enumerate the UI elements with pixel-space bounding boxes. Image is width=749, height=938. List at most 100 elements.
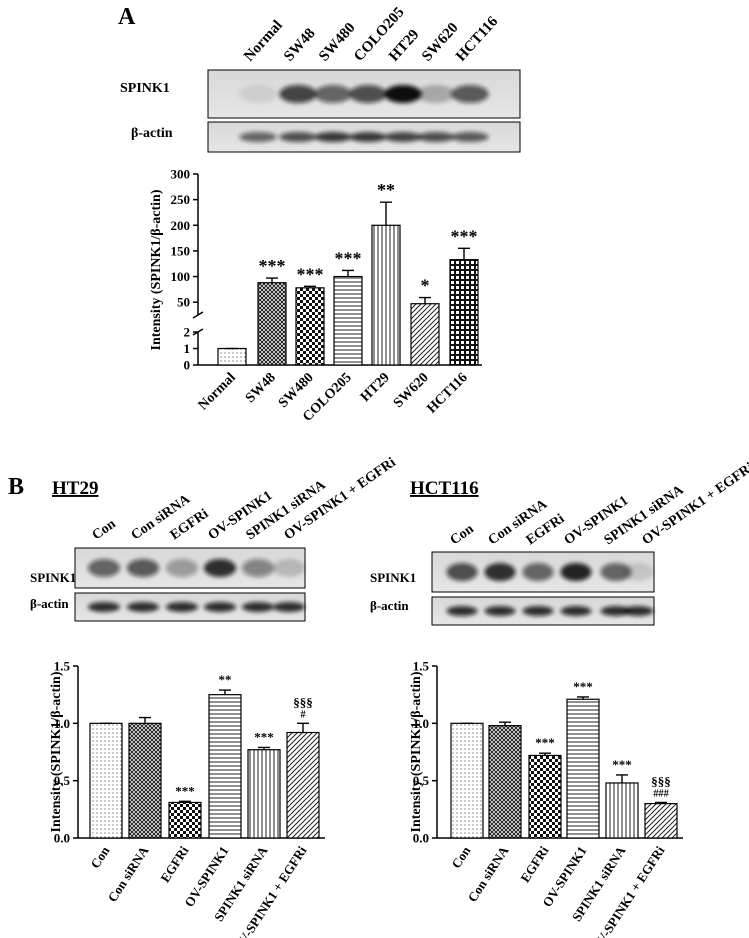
x-tick-label: HCT116 — [424, 370, 470, 416]
y-tick-label: 0.0 — [413, 831, 429, 846]
blot-band — [560, 563, 592, 581]
significance-label: *** — [297, 264, 324, 284]
blot-band — [239, 85, 277, 103]
blot-bands — [87, 602, 306, 612]
y-tick-label: 1 — [184, 341, 191, 356]
bar — [644, 802, 678, 839]
error-bar — [342, 269, 354, 277]
error-bar — [297, 722, 309, 733]
error-bar — [219, 689, 231, 695]
significance-label: §§§ — [651, 774, 671, 789]
blot-band — [522, 606, 554, 616]
error-bar — [539, 752, 551, 756]
bar — [286, 731, 320, 839]
bar — [257, 282, 287, 366]
blot-band — [622, 563, 654, 581]
y-tick-label: 0 — [184, 358, 191, 373]
blot-band — [314, 132, 352, 142]
error-bar — [577, 696, 589, 700]
blot-band — [314, 85, 352, 103]
blot-band — [126, 559, 160, 577]
significance-label: *** — [535, 735, 555, 750]
error-bar — [139, 716, 151, 724]
bar — [89, 722, 123, 839]
error-bar — [616, 774, 628, 783]
x-tick-label: HT29 — [358, 370, 393, 405]
significance-label: *** — [175, 783, 195, 798]
blot-band — [384, 132, 422, 142]
blot-band — [279, 132, 317, 142]
significance-label: ### — [653, 788, 669, 799]
significance-label: *** — [259, 256, 286, 276]
x-tick-label: Normal — [196, 370, 239, 413]
bar — [128, 722, 162, 839]
bar — [449, 259, 479, 366]
error-bar — [458, 247, 470, 260]
blot-band — [279, 85, 317, 103]
significance-label: ** — [377, 180, 395, 200]
panel-label: B — [8, 474, 24, 500]
bar — [333, 275, 363, 366]
y-tick-label: 100 — [171, 269, 191, 284]
y-tick-label: 2 — [184, 325, 191, 340]
blot-band — [446, 606, 478, 616]
y-tick-label: 1.5 — [54, 659, 71, 674]
bar — [605, 782, 639, 839]
y-axis-label: Intensity (SPINK1/β-actin) — [409, 671, 424, 832]
error-bar — [655, 801, 667, 804]
significance-label: *** — [573, 679, 593, 694]
blot-band — [87, 602, 121, 612]
significance-label: ** — [219, 672, 232, 687]
bar — [566, 698, 600, 839]
panel-title: HCT116 — [410, 478, 479, 499]
x-tick-label: EGFRi — [517, 843, 551, 885]
blot-band — [446, 563, 478, 581]
bar — [371, 224, 401, 366]
bar — [410, 303, 440, 366]
y-tick-label: 1.5 — [413, 659, 430, 674]
blot-band — [203, 602, 237, 612]
blot-band — [272, 602, 306, 612]
blot-bands — [239, 85, 489, 103]
significance-label: *** — [612, 757, 632, 772]
blot-band — [203, 559, 237, 577]
x-tick-label: EGFRi — [157, 843, 191, 885]
blot-band — [600, 606, 632, 616]
significance-label: # — [300, 709, 306, 720]
x-tick-label: Con — [87, 843, 113, 871]
error-bar — [179, 800, 191, 803]
blot-band — [622, 606, 654, 616]
bar — [217, 347, 247, 366]
panel-title: HT29 — [52, 478, 98, 499]
blot-band — [241, 559, 275, 577]
error-bar — [258, 746, 270, 750]
blot-band — [417, 85, 455, 103]
blot-bands — [446, 563, 654, 581]
blot-row-label: β-actin — [131, 126, 173, 141]
y-axis-label: Intensity (SPINK1/β-actin) — [49, 671, 64, 832]
y-tick-label: 0.5 — [413, 773, 430, 788]
y-tick-label: 1.0 — [413, 716, 429, 731]
y-tick-label: 250 — [171, 192, 191, 207]
error-bar — [419, 296, 431, 304]
y-tick-label: 1.0 — [54, 716, 70, 731]
axis-break — [192, 311, 204, 319]
y-tick-label: 300 — [171, 167, 191, 182]
x-tick-label: SW48 — [243, 370, 279, 406]
significance-label: *** — [254, 729, 274, 744]
blot-band — [239, 132, 277, 142]
blot-band — [384, 85, 422, 103]
bar — [450, 722, 484, 839]
blot-band — [349, 85, 387, 103]
blot-band — [484, 563, 516, 581]
blot-bands — [239, 132, 489, 142]
significance-label: *** — [451, 226, 478, 246]
blot-row-label: β-actin — [30, 596, 69, 611]
blot-band — [600, 563, 632, 581]
blot-band — [165, 559, 199, 577]
y-tick-label: 0.0 — [54, 831, 70, 846]
lane-label: SW620 — [419, 20, 462, 65]
bar — [208, 694, 242, 839]
lane-label: Con — [448, 522, 477, 549]
